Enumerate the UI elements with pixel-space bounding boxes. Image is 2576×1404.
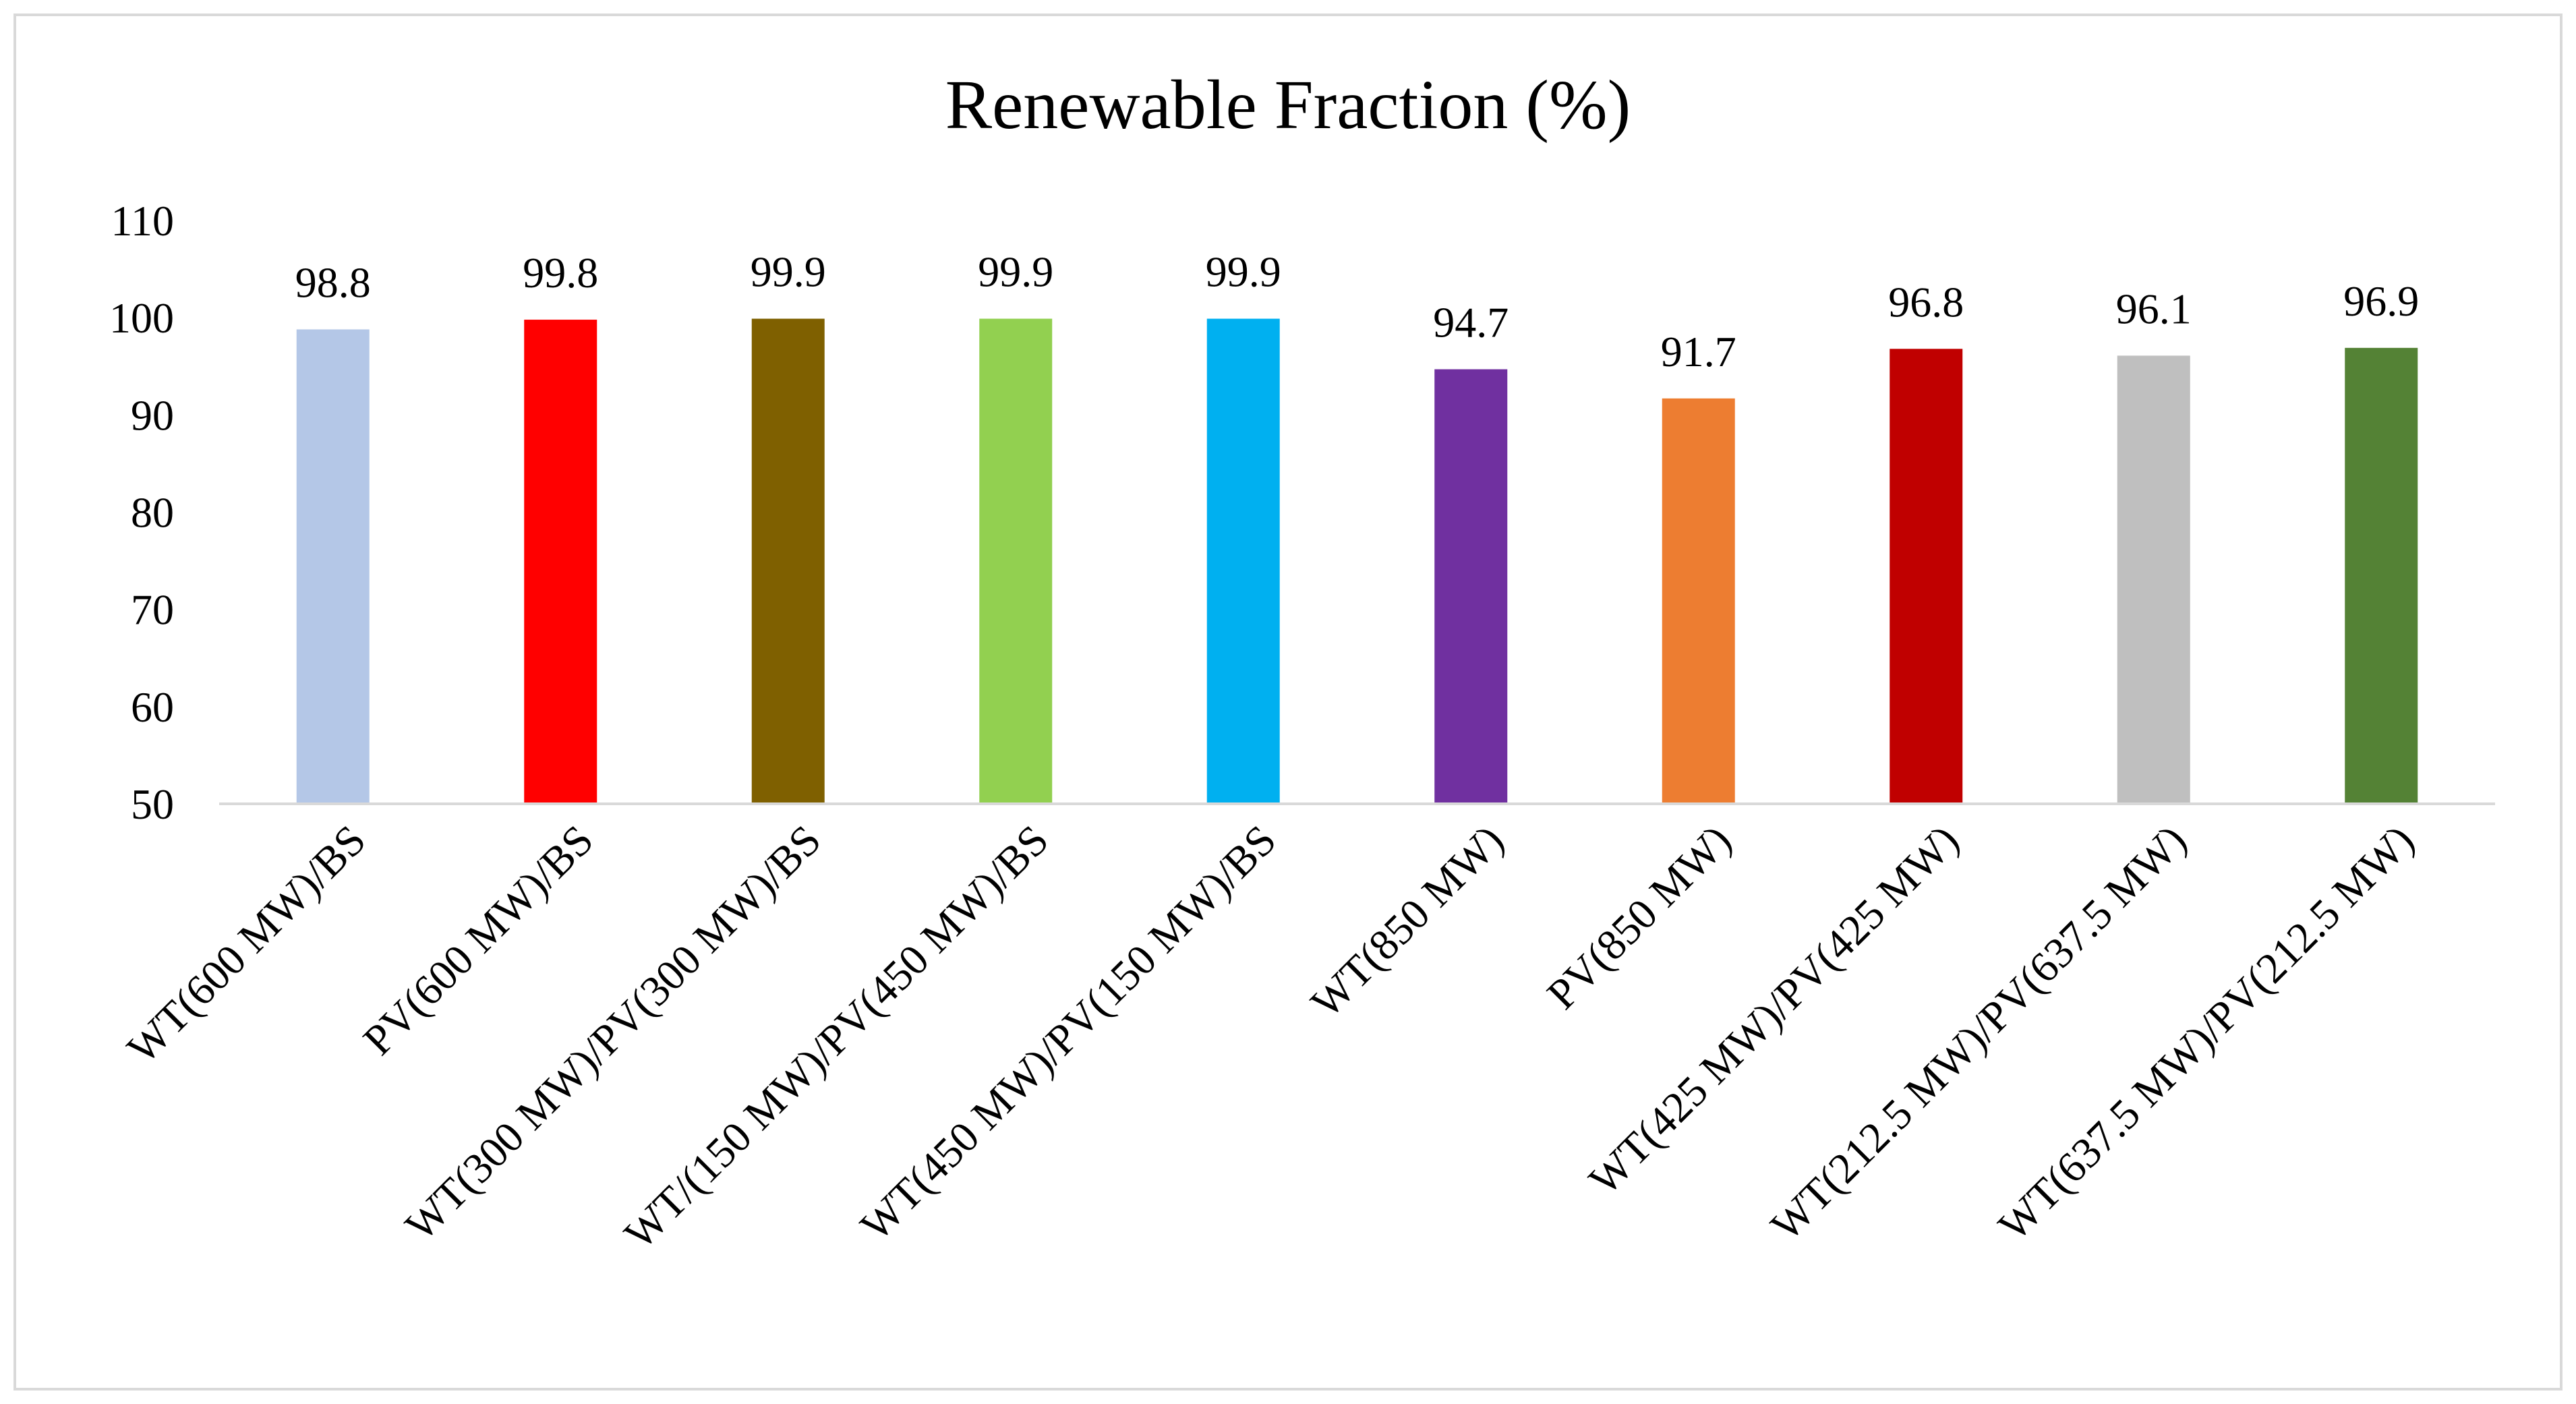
data-label-9: 96.1 bbox=[2116, 285, 2192, 332]
data-label-1: 98.8 bbox=[295, 258, 371, 306]
chart-title: Renewable Fraction (%) bbox=[945, 66, 1631, 144]
bars bbox=[296, 318, 2418, 804]
category-label-10: WT(637.5 MW)/PV(212.5 MW) bbox=[1989, 816, 2423, 1250]
category-label-4: WT/(150 MW)/PV(450 MW)/BS bbox=[615, 816, 1057, 1258]
category-label-5: WT(450 MW)/PV(150 MW)/BS bbox=[851, 816, 1285, 1250]
category-label-1: WT(600 MW)/BS bbox=[118, 816, 375, 1073]
category-label-6: WT(850 MW) bbox=[1301, 816, 1513, 1027]
bar-3 bbox=[751, 318, 825, 804]
data-label-8: 96.8 bbox=[1888, 278, 1964, 326]
category-label-7: PV(850 MW) bbox=[1538, 816, 1740, 1018]
y-tick-label: 90 bbox=[131, 391, 174, 439]
data-label-6: 94.7 bbox=[1433, 299, 1509, 347]
data-label-3: 99.9 bbox=[751, 248, 826, 296]
bar-6 bbox=[1434, 369, 1508, 804]
bar-8 bbox=[1890, 349, 1963, 804]
bar-2 bbox=[524, 320, 597, 804]
bar-7 bbox=[1662, 398, 1735, 804]
y-tick-label: 70 bbox=[131, 586, 174, 634]
y-tick-label: 50 bbox=[131, 780, 174, 828]
data-label-5: 99.9 bbox=[1206, 248, 1281, 296]
bar-10 bbox=[2345, 347, 2418, 804]
y-tick-label: 110 bbox=[111, 197, 174, 245]
category-label-8: WT(425 MW)/PV(425 MW) bbox=[1580, 816, 1968, 1204]
data-label-4: 99.9 bbox=[978, 248, 1053, 296]
y-axis: 50 60 70 80 90 100 110 bbox=[109, 197, 174, 828]
category-label-9: WT(212.5 MW)/PV(637.5 MW) bbox=[1761, 816, 2195, 1250]
bar-9 bbox=[2117, 355, 2190, 804]
bar-4 bbox=[979, 318, 1053, 804]
data-label-2: 99.8 bbox=[523, 249, 598, 297]
bar-5 bbox=[1206, 318, 1280, 804]
y-tick-label: 60 bbox=[131, 683, 174, 731]
data-label-10: 96.9 bbox=[2343, 277, 2419, 325]
y-tick-label: 100 bbox=[109, 294, 174, 342]
bar-1 bbox=[296, 329, 370, 804]
y-tick-label: 80 bbox=[131, 489, 174, 537]
category-label-3: WT(300 MW)/PV(300 MW)/BS bbox=[396, 816, 829, 1250]
data-labels: 98.8 99.8 99.9 99.9 99.9 94.7 91.7 96.8 96.1 96.9 bbox=[295, 248, 2420, 376]
category-label-2: PV(600 MW)/BS bbox=[354, 816, 602, 1064]
data-label-7: 91.7 bbox=[1661, 328, 1736, 376]
